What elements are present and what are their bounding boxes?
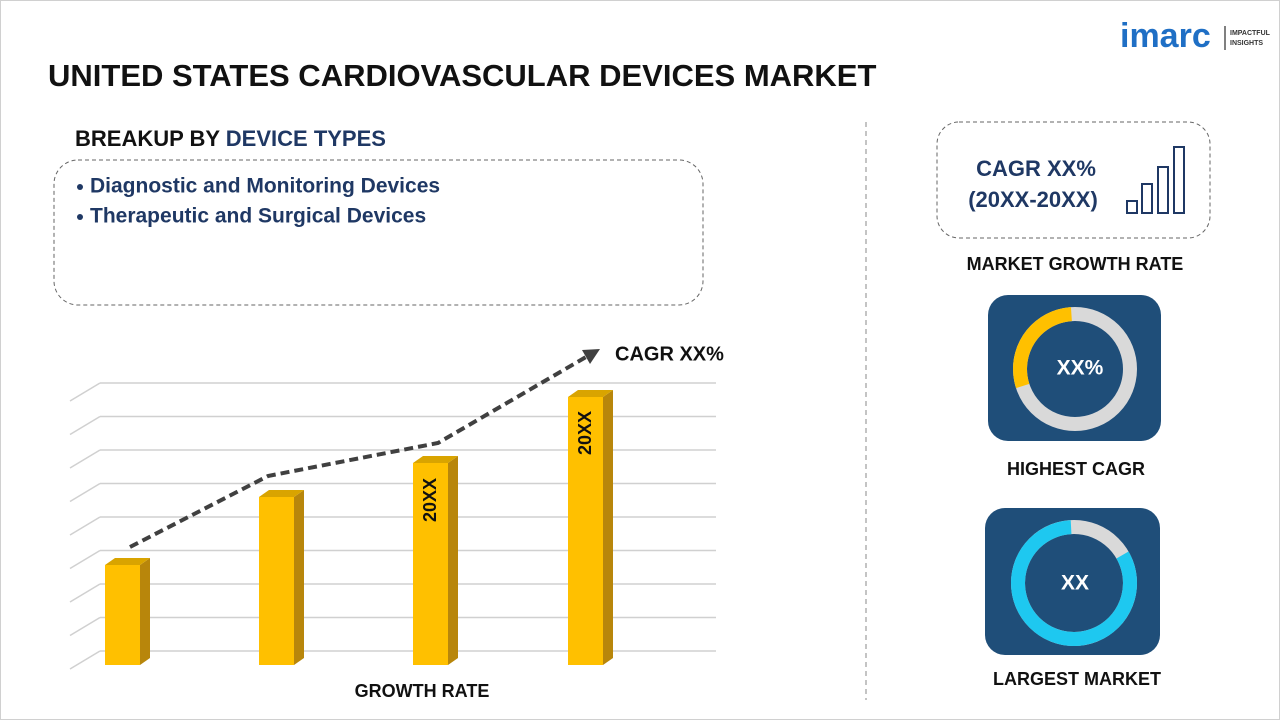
axis-label: GROWTH RATE [355, 681, 490, 701]
bar-side [448, 456, 458, 665]
bullet [77, 214, 83, 220]
heading-label: BREAKUP BY [75, 126, 220, 151]
segments-box [53, 159, 704, 306]
logo-name: imarc [1120, 17, 1211, 55]
bars [105, 390, 613, 665]
bar-face [259, 497, 294, 665]
bar-label: 20XX [420, 478, 440, 522]
bar-face [413, 463, 448, 665]
page-title: UNITED STATES CARDIOVASCULAR DEVICES MAR… [48, 58, 876, 93]
growth-caption: MARKET GROWTH RATE [967, 254, 1184, 274]
section-heading: BREAKUP BY DEVICE TYPES [75, 126, 386, 151]
grid-line [69, 449, 101, 469]
donut-arc [1011, 520, 1137, 646]
bar-top [413, 456, 458, 463]
logo-tagline: IMPACTFUL [1230, 30, 1271, 37]
growth-box [936, 121, 1211, 239]
grid-line [69, 482, 101, 503]
grid-line [69, 650, 101, 670]
segment-item: Diagnostic and Monitoring Devices [90, 175, 440, 198]
grid-line [69, 516, 101, 536]
bullet [77, 184, 83, 190]
bar-top [105, 558, 150, 565]
growth-icon [1126, 146, 1185, 214]
grid-line [69, 616, 101, 637]
logo-tagline: INSIGHTS [1230, 40, 1263, 47]
bar-top [259, 490, 304, 497]
bar-side [294, 490, 304, 665]
growth-period: (20XX-20XX) [968, 187, 1098, 212]
heading-highlight: DEVICE TYPES [226, 126, 386, 151]
bar-top [568, 390, 613, 397]
bar-label: 20XX [575, 411, 595, 455]
chart-grid [69, 382, 716, 670]
cagr-value: XX% [1057, 357, 1104, 380]
market-value: XX [1061, 572, 1089, 595]
growth-cagr: CAGR XX% [976, 156, 1096, 181]
bar-face [568, 397, 603, 665]
trend-line [129, 355, 588, 549]
grid-line [69, 382, 101, 402]
cagr-label: CAGR XX% [615, 343, 724, 365]
trend-arrowhead [582, 349, 600, 364]
grid-line [69, 549, 101, 570]
grid-line [69, 415, 101, 436]
bar-face [105, 565, 140, 665]
donut-arc [1013, 307, 1137, 431]
market-caption: LARGEST MARKET [993, 669, 1161, 689]
bar-side [603, 390, 613, 665]
grid-line [69, 583, 101, 603]
segment-item: Therapeutic and Surgical Devices [90, 205, 426, 228]
cagr-caption: HIGHEST CAGR [1007, 459, 1145, 479]
bar-side [140, 558, 150, 665]
